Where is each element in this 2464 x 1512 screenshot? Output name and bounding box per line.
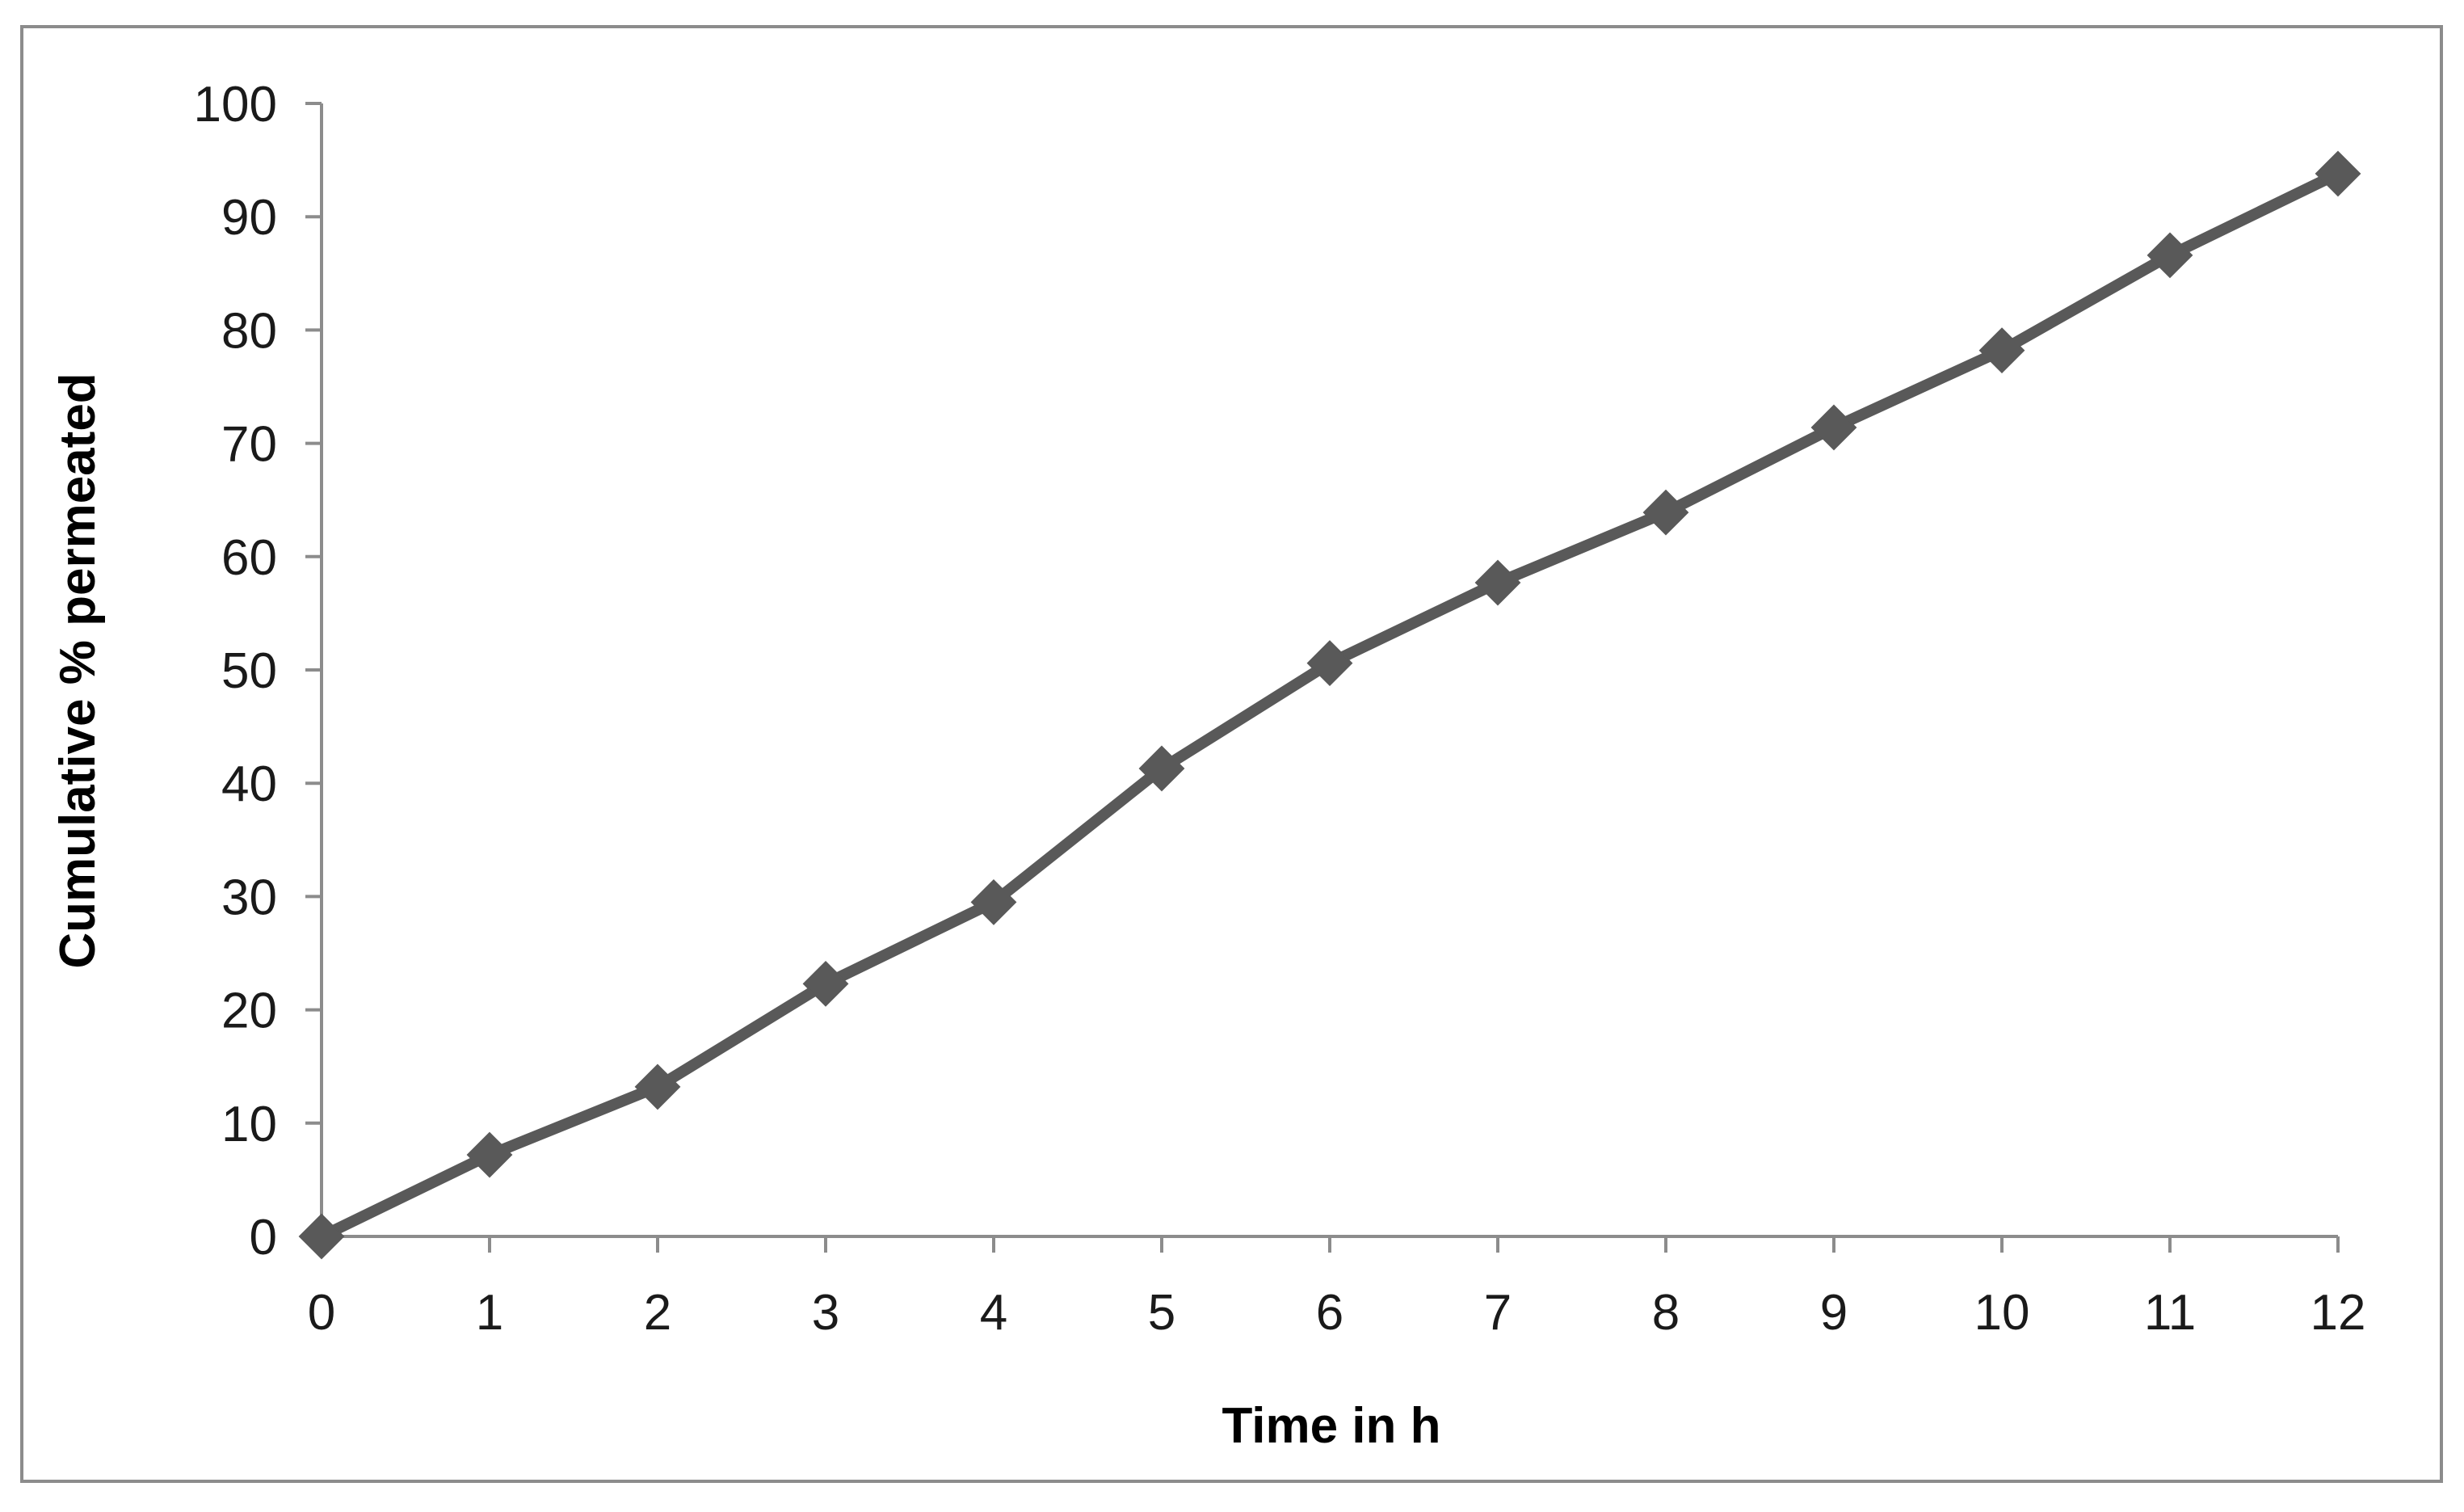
- x-tick-label: 9: [1820, 1285, 1848, 1341]
- data-point-marker: [970, 878, 1017, 925]
- data-point-marker: [2315, 150, 2361, 197]
- data-point-marker: [1474, 559, 1521, 606]
- series-layer: [298, 150, 2361, 1260]
- data-point-marker: [1810, 404, 1857, 451]
- y-tick-label: 10: [221, 1097, 277, 1152]
- data-point-marker: [1306, 640, 1353, 687]
- x-axis-label: Time in h: [1221, 1398, 1440, 1454]
- data-point-marker: [634, 1063, 681, 1110]
- x-tick-label: 3: [812, 1285, 839, 1341]
- data-point-marker: [466, 1131, 513, 1178]
- data-point-marker: [298, 1213, 345, 1260]
- x-tick-label: 0: [308, 1285, 335, 1341]
- x-tick-label: 1: [476, 1285, 503, 1341]
- x-tick-label: 8: [1652, 1285, 1680, 1341]
- x-tick-label: 5: [1148, 1285, 1175, 1341]
- y-tick-label: 70: [221, 417, 277, 473]
- chart-border: [20, 25, 2443, 1483]
- y-axis: 0 10 20 30 40 50 60 70 80 90 100: [194, 77, 323, 1266]
- y-tick-label: 30: [221, 870, 277, 925]
- x-axis: 0 1 2 3 4 5 6 7 8 9 10 11 12: [308, 1235, 2366, 1341]
- y-tick-label: 80: [221, 303, 277, 359]
- x-tick-label: 4: [980, 1285, 1007, 1341]
- y-tick-label: 0: [250, 1210, 277, 1266]
- data-point-marker: [1138, 745, 1185, 792]
- x-tick-label: 12: [2311, 1285, 2366, 1341]
- x-tick-label: 2: [644, 1285, 671, 1341]
- y-axis-label: Cumulative % permeated: [50, 373, 106, 968]
- x-tick-label: 7: [1484, 1285, 1512, 1341]
- y-tick-label: 100: [194, 77, 277, 133]
- data-point-marker: [802, 960, 849, 1007]
- data-point-marker: [2147, 232, 2193, 279]
- y-tick-label: 20: [221, 983, 277, 1039]
- data-point-marker: [1642, 489, 1689, 536]
- y-tick-label: 90: [221, 190, 277, 246]
- x-tick-label: 6: [1316, 1285, 1343, 1341]
- y-tick-label: 50: [221, 643, 277, 699]
- y-tick-label: 60: [221, 530, 277, 586]
- x-tick-label: 11: [2144, 1285, 2196, 1341]
- x-tick-label: 10: [1974, 1285, 2030, 1341]
- y-tick-label: 40: [221, 756, 277, 812]
- data-point-marker: [1978, 327, 2025, 374]
